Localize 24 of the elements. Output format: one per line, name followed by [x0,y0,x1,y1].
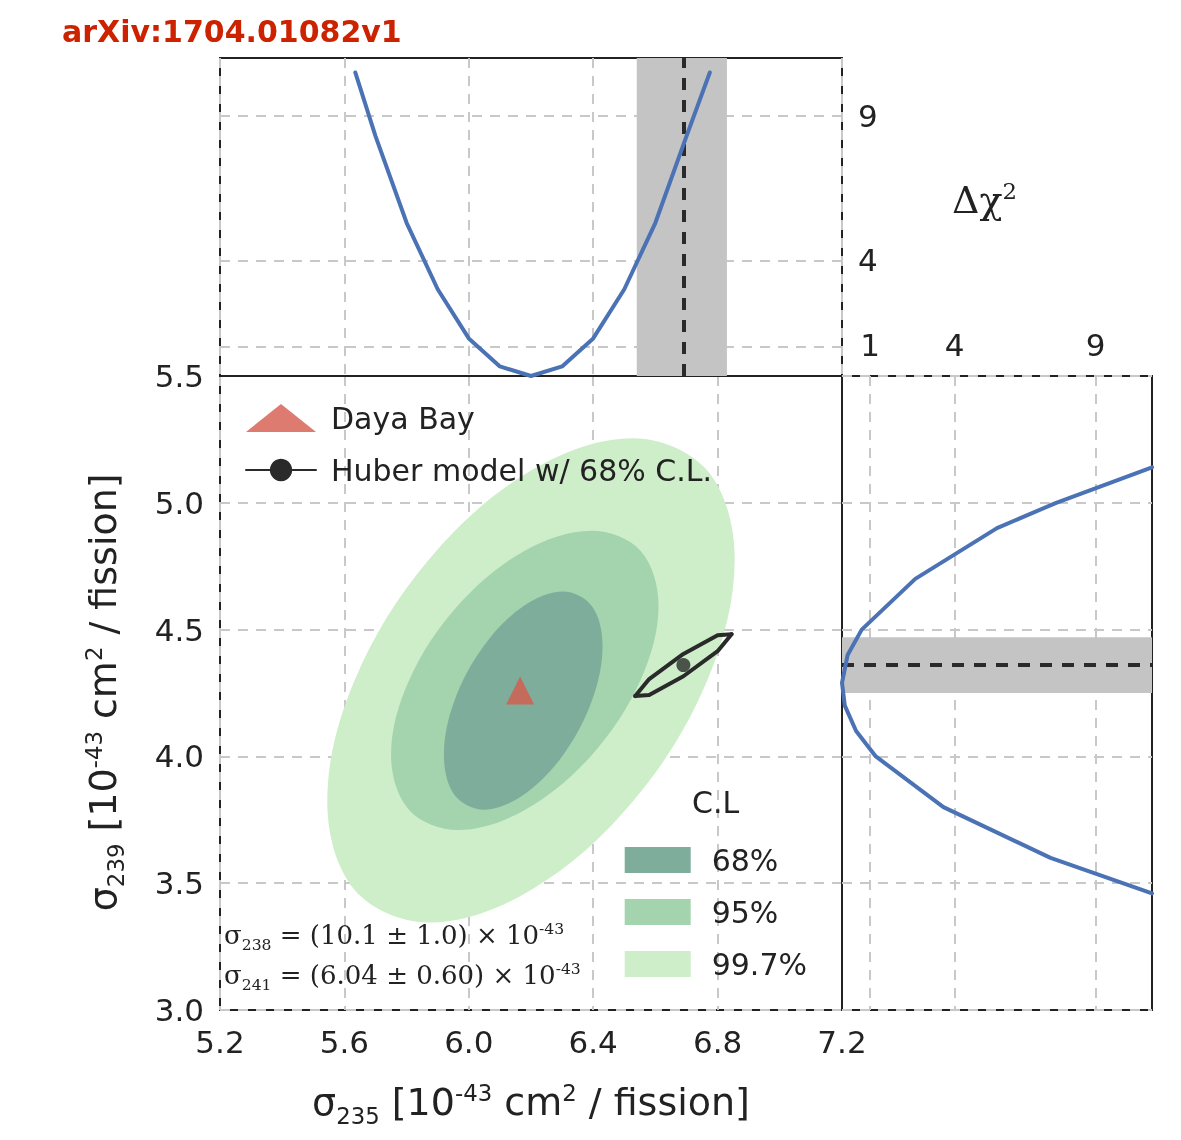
legend-label: Huber model w/ 68% C.L. [331,452,713,488]
annotation: σ$_{241}$ = (6.04 ± 0.60) × 10$^{-43}$ [224,960,581,995]
legend-label: 95% [711,894,779,930]
legend-label: 99.7% [711,946,808,982]
legend-label: 68% [711,842,779,878]
x-tick-label: 4 [944,326,965,363]
annotation: σ$_{238}$ = (10.1 ± 1.0) × 10$^{-43}$ [224,920,565,955]
y-tick-label: 5.0 [154,484,204,521]
x-tick-label: 9 [1085,326,1106,363]
y-tick-label: 5.5 [154,358,204,394]
legend-label: Daya Bay [331,400,475,436]
x-tick-label: 1 [860,326,881,363]
y-axis-title: Δχ$^{2}$ [952,178,1017,222]
y-tick-label: 4.5 [154,611,204,648]
x-tick-label: 6.8 [692,1023,743,1060]
x-tick-label: 6.0 [444,1023,494,1060]
x-tick-label: 7.2 [817,1023,867,1060]
x-tick-label: 6.4 [568,1023,618,1060]
y-tick-label: 3.5 [154,865,204,902]
x-axis-title: σ$_{235}$ [10$^{-43}$ cm$^{2}$ / fission] [311,1080,751,1129]
text: arXiv:1704.01082v1 [62,14,402,49]
x-tick-label: 5.6 [319,1023,370,1060]
y-tick-label: 4.0 [154,738,204,775]
legend-title: C.L [692,785,740,820]
